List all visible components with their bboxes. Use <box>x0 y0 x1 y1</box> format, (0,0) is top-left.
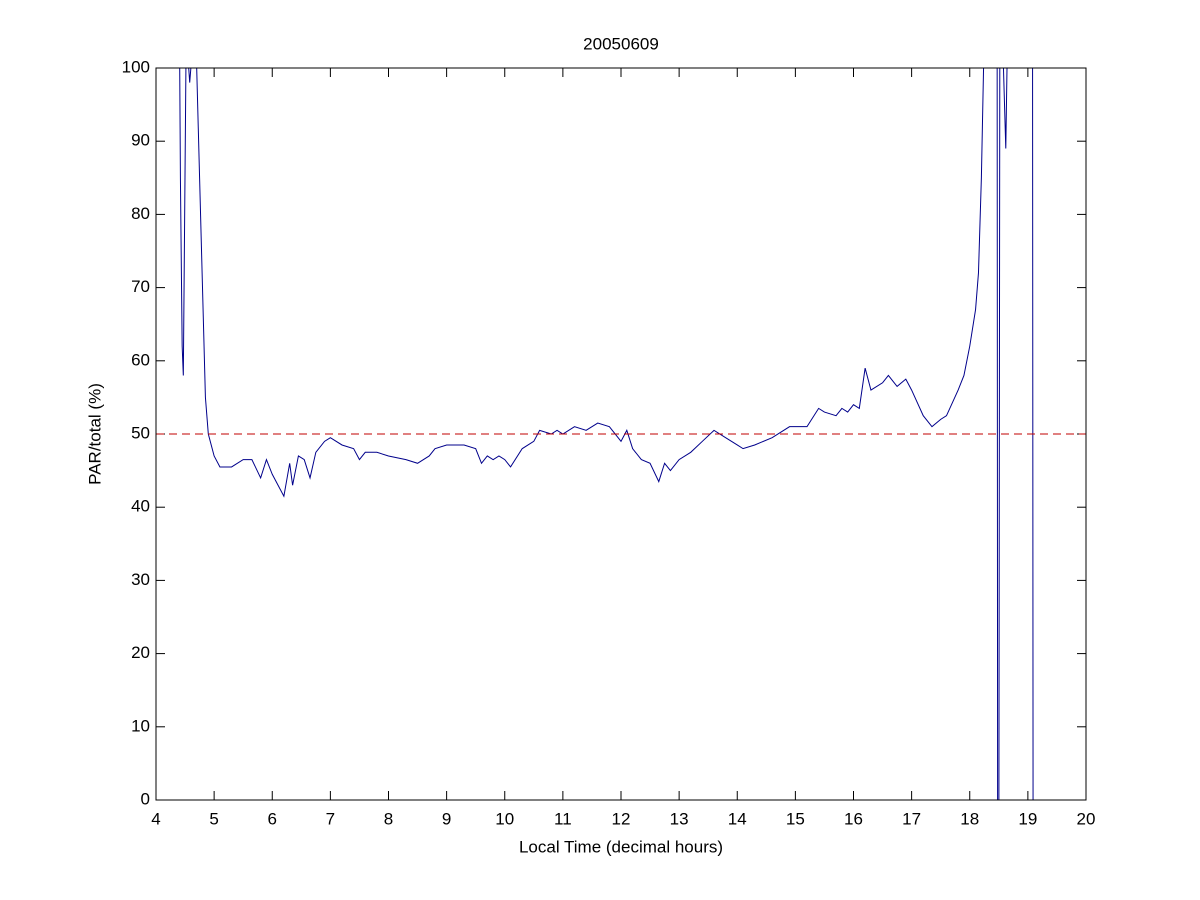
x-tick-label: 16 <box>844 809 863 828</box>
x-tick-label: 18 <box>960 809 979 828</box>
x-tick-label: 13 <box>670 809 689 828</box>
data-line <box>179 68 1034 800</box>
x-tick-label: 5 <box>209 809 218 828</box>
x-tick-label: 15 <box>786 809 805 828</box>
x-tick-label: 17 <box>902 809 921 828</box>
y-tick-label: 0 <box>141 789 150 808</box>
x-tick-label: 9 <box>442 809 451 828</box>
x-tick-label: 14 <box>728 809 747 828</box>
x-tick-label: 12 <box>612 809 631 828</box>
y-tick-label: 50 <box>131 423 150 442</box>
y-tick-label: 70 <box>131 277 150 296</box>
x-tick-label: 6 <box>268 809 277 828</box>
y-tick-label: 60 <box>131 350 150 369</box>
x-tick-label: 10 <box>495 809 514 828</box>
x-tick-label: 8 <box>384 809 393 828</box>
plot-frame <box>155 67 1087 801</box>
x-tick-label: 4 <box>151 809 160 828</box>
y-tick-label: 20 <box>131 643 150 662</box>
y-tick-label: 30 <box>131 570 150 589</box>
chart-title: 20050609 <box>583 34 659 53</box>
x-tick-label: 7 <box>326 809 335 828</box>
x-axis-label: Local Time (decimal hours) <box>519 837 723 856</box>
y-axis-label: PAR/total (%) <box>85 383 104 485</box>
x-tick-label: 11 <box>554 809 572 828</box>
x-tick-label: 20 <box>1077 809 1096 828</box>
y-tick-label: 100 <box>122 57 150 76</box>
y-tick-label: 10 <box>131 716 150 735</box>
x-tick-label: 19 <box>1018 809 1037 828</box>
y-tick-label: 80 <box>131 204 150 223</box>
y-tick-label: 90 <box>131 131 150 150</box>
y-tick-label: 40 <box>131 497 150 516</box>
